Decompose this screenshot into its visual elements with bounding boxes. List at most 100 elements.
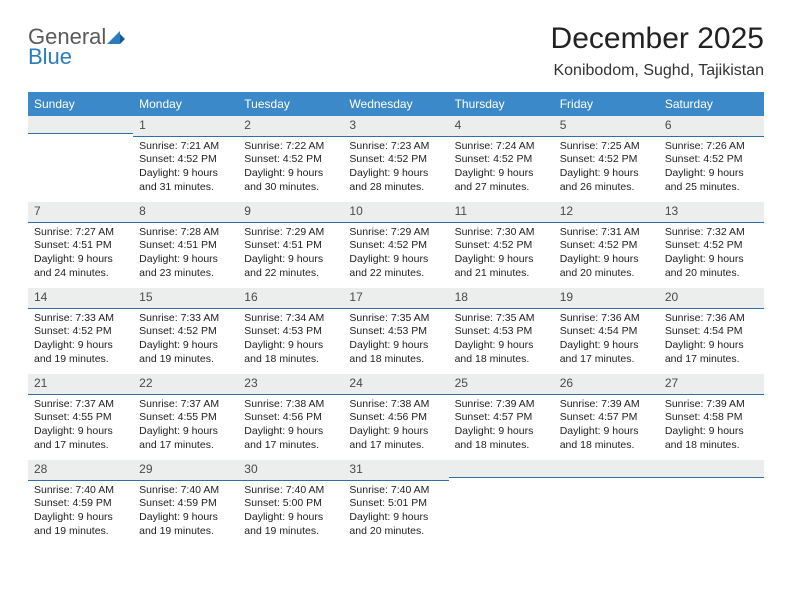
sunset-text: Sunset: 4:56 PM xyxy=(244,411,337,425)
day-cell: 6Sunrise: 7:26 AMSunset: 4:52 PMDaylight… xyxy=(659,116,764,202)
day-body: Sunrise: 7:36 AMSunset: 4:54 PMDaylight:… xyxy=(554,309,659,373)
sunset-text: Sunset: 4:53 PM xyxy=(244,325,337,339)
weekday-header: Saturday xyxy=(659,92,764,116)
day-cell: 3Sunrise: 7:23 AMSunset: 4:52 PMDaylight… xyxy=(343,116,448,202)
day-body: Sunrise: 7:37 AMSunset: 4:55 PMDaylight:… xyxy=(28,395,133,459)
daylight-text: Daylight: 9 hours and 19 minutes. xyxy=(34,339,127,366)
day-number: 11 xyxy=(449,202,554,223)
sunset-text: Sunset: 4:55 PM xyxy=(34,411,127,425)
day-number: 14 xyxy=(28,288,133,309)
day-number: 21 xyxy=(28,374,133,395)
day-number: 19 xyxy=(554,288,659,309)
weekday-header: Friday xyxy=(554,92,659,116)
day-body: Sunrise: 7:38 AMSunset: 4:56 PMDaylight:… xyxy=(343,395,448,459)
daylight-text: Daylight: 9 hours and 25 minutes. xyxy=(665,167,758,194)
day-cell: 15Sunrise: 7:33 AMSunset: 4:52 PMDayligh… xyxy=(133,288,238,374)
daylight-text: Daylight: 9 hours and 19 minutes. xyxy=(34,511,127,538)
sunrise-text: Sunrise: 7:21 AM xyxy=(139,140,232,154)
day-body: Sunrise: 7:33 AMSunset: 4:52 PMDaylight:… xyxy=(133,309,238,373)
day-cell: 16Sunrise: 7:34 AMSunset: 4:53 PMDayligh… xyxy=(238,288,343,374)
daylight-text: Daylight: 9 hours and 17 minutes. xyxy=(560,339,653,366)
day-body: Sunrise: 7:29 AMSunset: 4:52 PMDaylight:… xyxy=(343,223,448,287)
daylight-text: Daylight: 9 hours and 19 minutes. xyxy=(139,339,232,366)
sunrise-text: Sunrise: 7:27 AM xyxy=(34,226,127,240)
sunset-text: Sunset: 4:58 PM xyxy=(665,411,758,425)
daylight-text: Daylight: 9 hours and 20 minutes. xyxy=(560,253,653,280)
logo-text: General Blue xyxy=(28,26,106,68)
day-cell: 30Sunrise: 7:40 AMSunset: 5:00 PMDayligh… xyxy=(238,460,343,546)
day-cell xyxy=(554,460,659,546)
day-number: 1 xyxy=(133,116,238,137)
sunrise-text: Sunrise: 7:38 AM xyxy=(244,398,337,412)
day-number: 2 xyxy=(238,116,343,137)
daylight-text: Daylight: 9 hours and 28 minutes. xyxy=(349,167,442,194)
daylight-text: Daylight: 9 hours and 17 minutes. xyxy=(244,425,337,452)
day-number xyxy=(28,116,133,134)
day-body: Sunrise: 7:37 AMSunset: 4:55 PMDaylight:… xyxy=(133,395,238,459)
logo-triangle-icon xyxy=(106,28,126,48)
sunset-text: Sunset: 4:52 PM xyxy=(139,325,232,339)
day-cell: 8Sunrise: 7:28 AMSunset: 4:51 PMDaylight… xyxy=(133,202,238,288)
day-number: 7 xyxy=(28,202,133,223)
daylight-text: Daylight: 9 hours and 17 minutes. xyxy=(139,425,232,452)
day-body: Sunrise: 7:26 AMSunset: 4:52 PMDaylight:… xyxy=(659,137,764,201)
day-number: 10 xyxy=(343,202,448,223)
sunrise-text: Sunrise: 7:25 AM xyxy=(560,140,653,154)
day-cell xyxy=(449,460,554,546)
sunrise-text: Sunrise: 7:24 AM xyxy=(455,140,548,154)
sunset-text: Sunset: 4:55 PM xyxy=(139,411,232,425)
daylight-text: Daylight: 9 hours and 20 minutes. xyxy=(665,253,758,280)
day-cell: 11Sunrise: 7:30 AMSunset: 4:52 PMDayligh… xyxy=(449,202,554,288)
day-body: Sunrise: 7:40 AMSunset: 5:00 PMDaylight:… xyxy=(238,481,343,545)
day-body: Sunrise: 7:35 AMSunset: 4:53 PMDaylight:… xyxy=(343,309,448,373)
sunrise-text: Sunrise: 7:33 AM xyxy=(139,312,232,326)
day-number: 15 xyxy=(133,288,238,309)
day-number: 3 xyxy=(343,116,448,137)
sunset-text: Sunset: 4:52 PM xyxy=(349,153,442,167)
day-body: Sunrise: 7:23 AMSunset: 4:52 PMDaylight:… xyxy=(343,137,448,201)
daylight-text: Daylight: 9 hours and 21 minutes. xyxy=(455,253,548,280)
day-cell: 31Sunrise: 7:40 AMSunset: 5:01 PMDayligh… xyxy=(343,460,448,546)
weekday-header: Monday xyxy=(133,92,238,116)
day-body: Sunrise: 7:24 AMSunset: 4:52 PMDaylight:… xyxy=(449,137,554,201)
sunset-text: Sunset: 4:52 PM xyxy=(665,153,758,167)
day-number: 9 xyxy=(238,202,343,223)
week-row: 28Sunrise: 7:40 AMSunset: 4:59 PMDayligh… xyxy=(28,460,764,546)
day-cell: 4Sunrise: 7:24 AMSunset: 4:52 PMDaylight… xyxy=(449,116,554,202)
day-number: 24 xyxy=(343,374,448,395)
sunset-text: Sunset: 4:52 PM xyxy=(349,239,442,253)
weekday-header-row: Sunday Monday Tuesday Wednesday Thursday… xyxy=(28,92,764,116)
day-cell: 23Sunrise: 7:38 AMSunset: 4:56 PMDayligh… xyxy=(238,374,343,460)
day-number xyxy=(554,460,659,478)
day-cell: 28Sunrise: 7:40 AMSunset: 4:59 PMDayligh… xyxy=(28,460,133,546)
daylight-text: Daylight: 9 hours and 18 minutes. xyxy=(455,425,548,452)
sunset-text: Sunset: 4:52 PM xyxy=(244,153,337,167)
sunset-text: Sunset: 4:59 PM xyxy=(34,497,127,511)
day-cell: 12Sunrise: 7:31 AMSunset: 4:52 PMDayligh… xyxy=(554,202,659,288)
sunset-text: Sunset: 4:52 PM xyxy=(139,153,232,167)
sunrise-text: Sunrise: 7:34 AM xyxy=(244,312,337,326)
day-cell: 10Sunrise: 7:29 AMSunset: 4:52 PMDayligh… xyxy=(343,202,448,288)
daylight-text: Daylight: 9 hours and 19 minutes. xyxy=(244,511,337,538)
day-number: 6 xyxy=(659,116,764,137)
day-number: 29 xyxy=(133,460,238,481)
day-cell: 24Sunrise: 7:38 AMSunset: 4:56 PMDayligh… xyxy=(343,374,448,460)
sunset-text: Sunset: 5:00 PM xyxy=(244,497,337,511)
logo: General Blue xyxy=(28,22,126,68)
day-number: 20 xyxy=(659,288,764,309)
daylight-text: Daylight: 9 hours and 20 minutes. xyxy=(349,511,442,538)
day-body: Sunrise: 7:33 AMSunset: 4:52 PMDaylight:… xyxy=(28,309,133,373)
sunset-text: Sunset: 4:54 PM xyxy=(560,325,653,339)
weeks-container: 1Sunrise: 7:21 AMSunset: 4:52 PMDaylight… xyxy=(28,116,764,546)
sunset-text: Sunset: 4:57 PM xyxy=(455,411,548,425)
day-cell: 22Sunrise: 7:37 AMSunset: 4:55 PMDayligh… xyxy=(133,374,238,460)
day-number: 17 xyxy=(343,288,448,309)
sunset-text: Sunset: 4:52 PM xyxy=(455,153,548,167)
day-cell: 18Sunrise: 7:35 AMSunset: 4:53 PMDayligh… xyxy=(449,288,554,374)
day-cell: 21Sunrise: 7:37 AMSunset: 4:55 PMDayligh… xyxy=(28,374,133,460)
week-row: 7Sunrise: 7:27 AMSunset: 4:51 PMDaylight… xyxy=(28,202,764,288)
sunset-text: Sunset: 4:52 PM xyxy=(455,239,548,253)
day-cell xyxy=(659,460,764,546)
daylight-text: Daylight: 9 hours and 17 minutes. xyxy=(34,425,127,452)
day-number: 22 xyxy=(133,374,238,395)
